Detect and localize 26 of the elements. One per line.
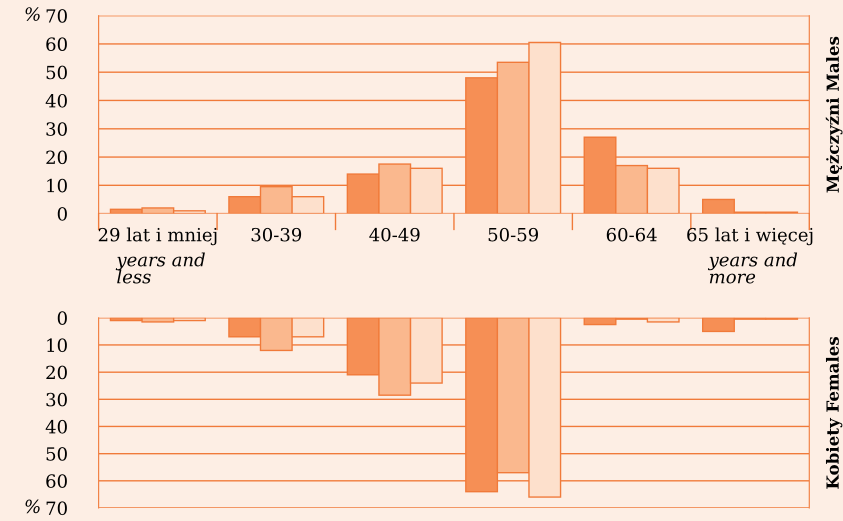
y-tick-label: 20 (46, 366, 67, 380)
y-axis-title: % (26, 7, 40, 21)
y-tick-label: 30 (46, 122, 67, 136)
y-tick-label: 10 (47, 178, 67, 192)
y2-axis-title: Kobiety Females (826, 336, 842, 489)
y-tick-label: 60 (46, 37, 67, 52)
y-tick-label: 70 (46, 501, 67, 516)
x-tick-label: 29 lat i mniej years and less (98, 228, 216, 284)
y-tick-label: 50 (46, 66, 67, 80)
y-tick-label: 20 (46, 150, 67, 164)
x-tick-label: 50-59 (488, 228, 538, 242)
y-axis-title: % (26, 500, 40, 514)
y-tick-label: 70 (46, 9, 67, 23)
x-tick-label: 60-64 (606, 228, 657, 242)
y-tick-label: 0 (58, 311, 67, 325)
y-tick-label: 40 (46, 420, 67, 434)
x-tick-label: 40-49 (369, 228, 420, 242)
y-tick-label: 0 (58, 207, 67, 221)
y-tick-label: 10 (47, 338, 67, 352)
x-tick-label: 65 lat i więcej years and more (687, 228, 812, 284)
y2-axis-title: Mężczyźni Males (826, 36, 843, 192)
y-tick-label: 40 (46, 94, 67, 108)
x-tick-label: 30-39 (252, 228, 302, 242)
y-tick-label: 60 (46, 474, 67, 488)
y-tick-label: 50 (46, 447, 67, 461)
y-tick-label: 30 (46, 392, 67, 406)
